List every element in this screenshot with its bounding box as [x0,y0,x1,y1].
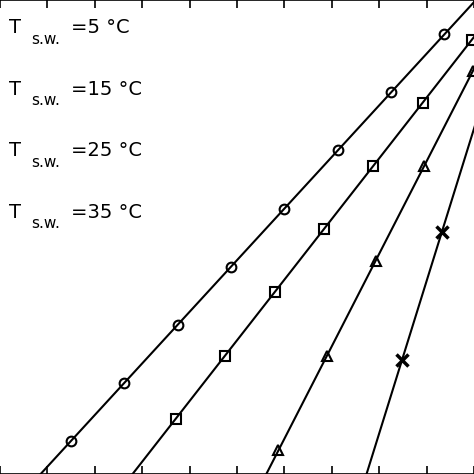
Text: =5 °C: =5 °C [71,18,130,37]
Text: T: T [9,80,21,99]
Text: =15 °C: =15 °C [71,80,142,99]
Text: =35 °C: =35 °C [71,203,142,222]
Text: T: T [9,141,21,160]
Text: s.w.: s.w. [31,32,60,46]
Text: s.w.: s.w. [31,93,60,108]
Text: T: T [9,18,21,37]
Text: T: T [9,203,21,222]
Text: s.w.: s.w. [31,217,60,231]
Text: =25 °C: =25 °C [71,141,142,160]
Text: s.w.: s.w. [31,155,60,170]
